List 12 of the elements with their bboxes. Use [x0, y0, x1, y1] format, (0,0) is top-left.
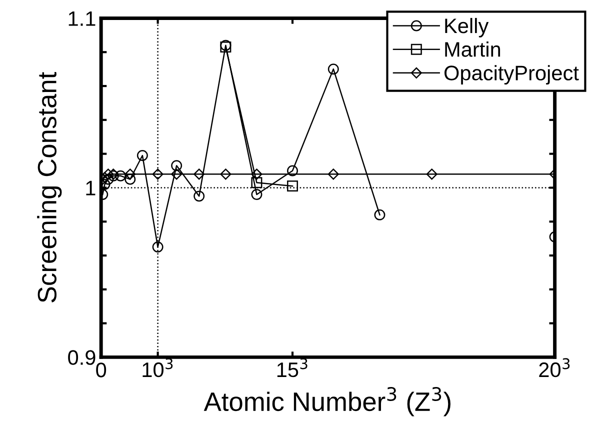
y-axis-title: Screening Constant	[37, 72, 62, 302]
legend-label: OpacityProject	[444, 65, 579, 85]
y-tick-label: 1	[86, 180, 96, 196]
legend-label: Martin	[445, 42, 500, 57]
x-tick-label: 20$^{3}$	[539, 358, 570, 378]
x-tick-label: 10$^{3}$	[142, 358, 173, 378]
y-tick-label: 1.1	[68, 11, 96, 26]
x-tick-label: 0	[96, 362, 106, 378]
x-tick-label: 15$^{3}$	[277, 358, 308, 378]
x-axis-title: Atomic Number$^{3}$ (Z$^{3}$)	[204, 387, 450, 416]
y-tick-label: 0.9	[68, 350, 96, 365]
legend-label: Kelly	[445, 18, 489, 38]
